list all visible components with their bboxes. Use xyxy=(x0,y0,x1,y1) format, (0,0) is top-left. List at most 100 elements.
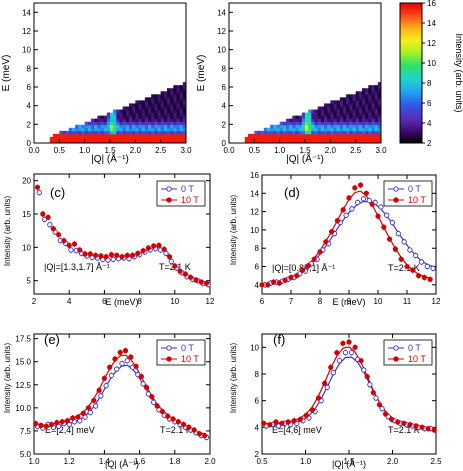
heatmap-cell-a-370 xyxy=(167,115,171,120)
colorbar-gradient xyxy=(399,2,423,144)
heatmap-cell-b-316 xyxy=(352,127,357,132)
heatmap-cell-b-256 xyxy=(339,121,344,126)
heatmap-cell-b-320 xyxy=(352,115,357,120)
panel-f-xtick-label-2: 1.5 xyxy=(343,457,355,466)
heatmap-cell-a-425 xyxy=(176,115,181,120)
heatmap-cell-b-14 xyxy=(257,133,262,138)
heatmap-cell-b-261 xyxy=(339,106,344,110)
heatmap-b-xtick-label-6: 3.0 xyxy=(375,146,387,155)
heatmap-cell-a-312 xyxy=(157,139,162,144)
heatmap-cell-a-132 xyxy=(113,118,117,123)
heatmap-cell-a-474 xyxy=(182,82,187,86)
heatmap-cell-a-41 xyxy=(78,124,82,129)
heatmap-cell-b-253 xyxy=(339,130,344,135)
heatmap-cell-a-430 xyxy=(176,100,181,104)
heatmap-cell-a-206 xyxy=(132,106,136,110)
heatmap-cell-a-307 xyxy=(154,106,158,110)
heatmap-cell-a-221 xyxy=(135,100,139,104)
panel-c-point-10t-21 xyxy=(145,245,151,251)
heatmap-cell-a-343 xyxy=(160,94,165,98)
heatmap-cell-a-72 xyxy=(94,133,98,138)
heatmap-cell-a-321 xyxy=(157,112,162,117)
heatmap-cell-b-277 xyxy=(343,103,347,107)
heatmap-cell-a-124 xyxy=(110,112,114,117)
panel-c-point-10t-4 xyxy=(56,232,62,238)
heatmap-cell-a-371 xyxy=(167,112,171,117)
heatmap-cell-a-66 xyxy=(91,127,95,132)
heatmap-cell-b-460 xyxy=(377,124,382,129)
heatmap-cell-a-48 xyxy=(84,139,89,144)
heatmap-cell-a-91 xyxy=(100,127,105,132)
heatmap-cell-b-275 xyxy=(343,109,347,113)
heatmap-cell-b-156 xyxy=(314,112,319,117)
heatmap-cell-b-242 xyxy=(336,121,341,126)
heatmap-cell-a-241 xyxy=(141,124,146,129)
panel-c-point-10t-14 xyxy=(108,252,115,258)
heatmap-cell-a-406 xyxy=(173,115,177,120)
heatmap-a-panel-label: (a) xyxy=(38,31,54,46)
heatmap-b-xtick-label-0: 0.0 xyxy=(223,146,235,155)
heatmap-cell-a-139 xyxy=(116,130,120,135)
heatmap-cell-b-56 xyxy=(282,136,287,141)
heatmap-cell-a-290 xyxy=(151,109,155,113)
heatmap-cell-b-110 xyxy=(301,124,306,129)
heatmap-cell-a-94 xyxy=(100,118,105,123)
heatmap-cell-a-442 xyxy=(179,121,184,126)
heatmap-cell-a-367 xyxy=(167,124,171,129)
panel-d-point-10t-11 xyxy=(323,239,329,245)
heatmap-cell-b-365 xyxy=(362,130,366,135)
heatmap-cell-b-353 xyxy=(358,115,363,120)
heatmap-cell-b-241 xyxy=(336,124,341,129)
heatmap-cell-a-13 xyxy=(62,136,67,141)
panel-d-point-0t-25 xyxy=(407,247,413,253)
panel-c-point-10t-0 xyxy=(34,184,41,190)
panel-f-point-10t-13 xyxy=(340,340,346,346)
heatmap-cell-a-369 xyxy=(167,118,171,123)
panel-f-point-10t-19 xyxy=(376,402,383,408)
heatmap-cell-b-469 xyxy=(377,97,382,101)
heatmap-cell-a-226 xyxy=(138,127,143,132)
heatmap-cell-b-379 xyxy=(362,88,366,92)
heatmap-cell-b-398 xyxy=(368,139,372,144)
heatmap-cell-b-415 xyxy=(368,88,372,92)
heatmap-cell-a-138 xyxy=(116,133,120,138)
panel-e-point-10t-2 xyxy=(43,423,49,429)
heatmap-cell-b-331 xyxy=(355,130,360,135)
heatmap-cell-a-404 xyxy=(173,121,177,126)
heatmap-cell-a-184 xyxy=(129,133,133,138)
heatmap-cell-b-82 xyxy=(292,127,296,132)
heatmap-cell-a-32 xyxy=(75,133,79,138)
heatmap-cell-b-326 xyxy=(352,97,357,101)
heatmap-cell-a-120 xyxy=(110,124,114,129)
heatmap-cell-b-454 xyxy=(374,85,379,89)
panel-d-point-0t-24 xyxy=(401,239,407,245)
heatmap-cell-a-130 xyxy=(113,124,117,129)
heatmap-b-annotation-temp: T=2.1 K xyxy=(233,16,265,26)
heatmap-cell-a-85 xyxy=(97,118,101,123)
heatmap-cell-a-106 xyxy=(106,136,111,141)
heatmap-cell-a-237 xyxy=(141,136,146,141)
heatmap-a-xtick-label-5: 2.5 xyxy=(155,146,167,155)
panel-d: (d) |Q|=[0.85,1] Å⁻¹ T=2.1 K E (meV) Int… xyxy=(229,171,441,307)
heatmap-cell-a-163 xyxy=(122,124,127,129)
heatmap-cell-a-270 xyxy=(148,124,152,129)
heatmap-cell-b-289 xyxy=(346,112,350,117)
heatmap-cell-b-229 xyxy=(333,118,338,123)
heatmap-cell-a-129 xyxy=(113,127,117,132)
heatmap-cell-b-267 xyxy=(343,133,347,138)
heatmap-cell-b-426 xyxy=(371,112,376,117)
heatmap-cell-b-158 xyxy=(317,139,322,144)
heatmap-cell-a-269 xyxy=(148,127,152,132)
heatmap-cell-b-466 xyxy=(377,106,382,110)
heatmap-cell-b-389 xyxy=(365,112,369,117)
heatmap-cell-a-437 xyxy=(179,136,184,141)
heatmap-cell-b-22 xyxy=(263,133,268,138)
heatmap-cell-a-57 xyxy=(87,133,92,138)
heatmap-cell-b-182 xyxy=(324,139,328,144)
heatmap-cell-a-368 xyxy=(167,121,171,126)
heatmap-cell-b-244 xyxy=(336,115,341,120)
heatmap-cell-b-194 xyxy=(324,103,328,107)
heatmap-cell-b-3 xyxy=(248,136,252,141)
heatmap-a-ytick-label-4: 8 xyxy=(27,64,32,73)
heatmap-cell-a-146 xyxy=(116,109,120,113)
